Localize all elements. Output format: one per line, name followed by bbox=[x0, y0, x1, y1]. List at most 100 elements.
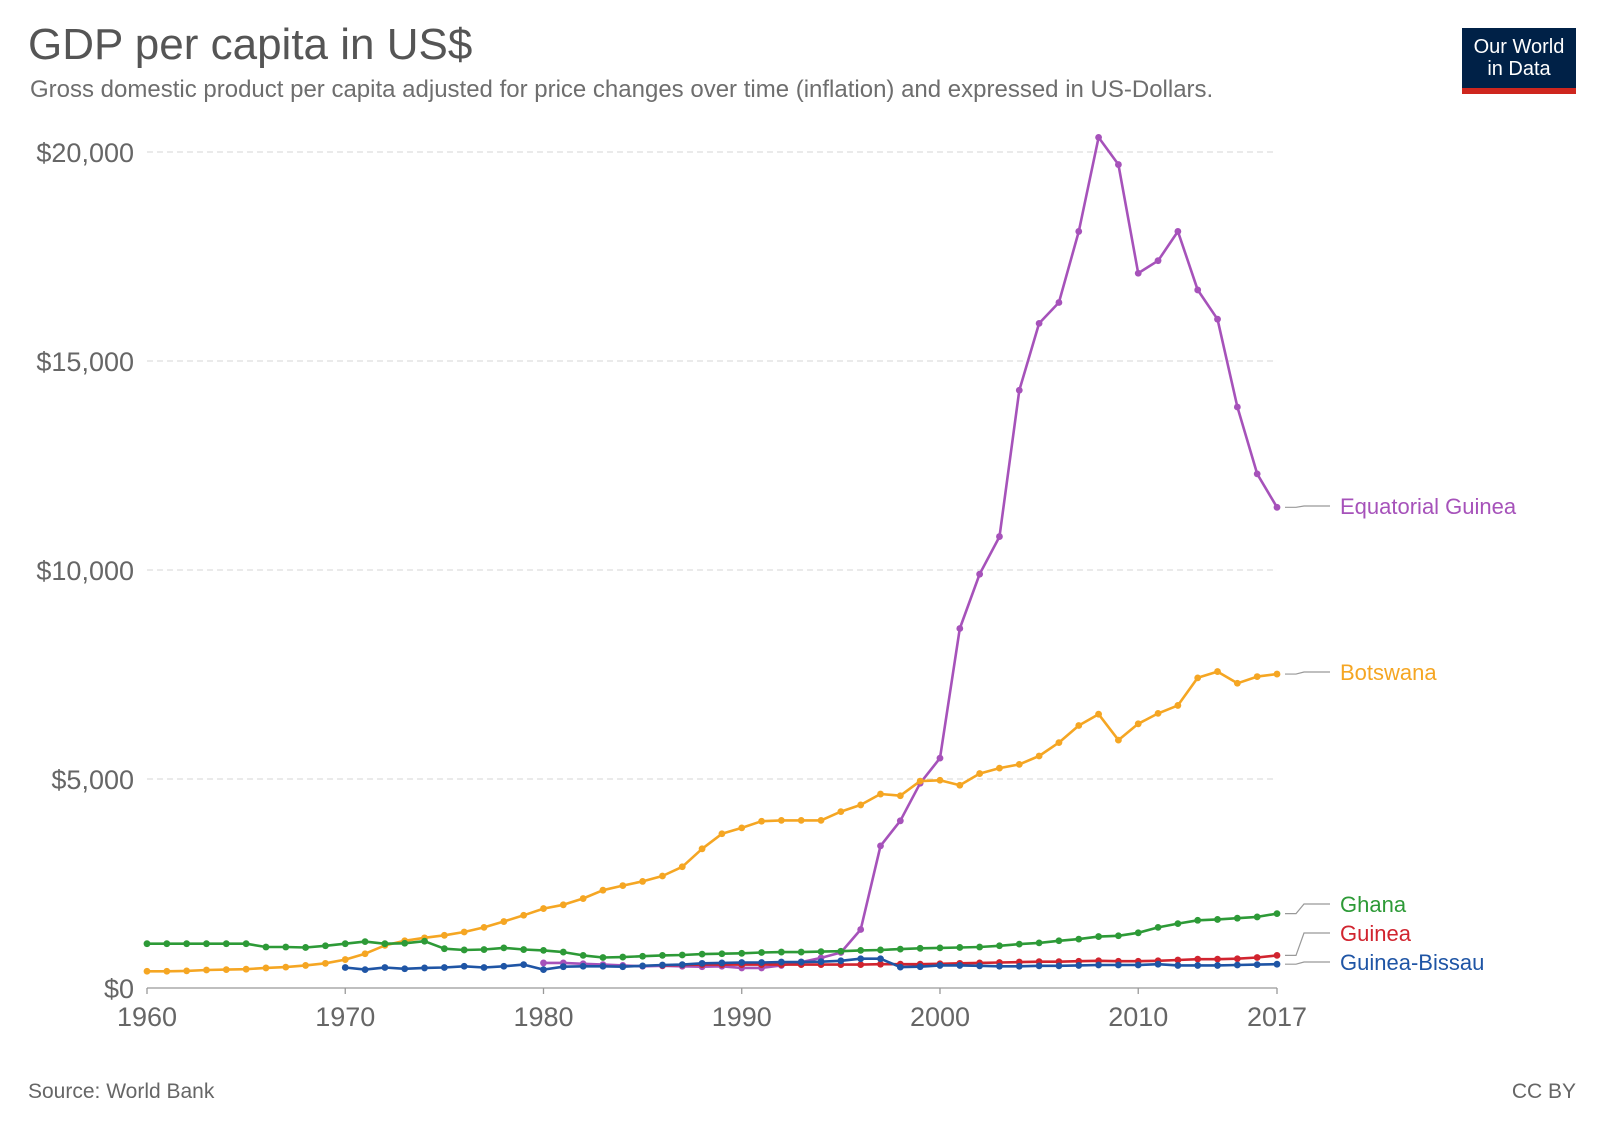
data-point-guinea-bissau bbox=[1075, 962, 1083, 969]
data-point-ghana bbox=[1075, 935, 1083, 943]
data-point-equatorial-guinea bbox=[1154, 257, 1162, 265]
data-point-botswana bbox=[877, 790, 884, 798]
data-point-ghana bbox=[916, 944, 924, 952]
data-point-ghana bbox=[183, 940, 191, 948]
data-point-guinea-bissau bbox=[936, 962, 944, 969]
data-point-guinea-bissau bbox=[361, 966, 369, 974]
label-connector-equatorial-guinea bbox=[1285, 505, 1330, 508]
data-point-equatorial-guinea bbox=[976, 570, 984, 578]
data-point-ghana bbox=[956, 944, 964, 951]
data-point-guinea-bissau bbox=[421, 964, 428, 972]
data-point-ghana bbox=[460, 946, 468, 954]
data-point-ghana bbox=[718, 950, 726, 958]
series-label-guinea-bissau: Guinea-Bissau bbox=[1340, 950, 1484, 975]
data-point-botswana bbox=[777, 816, 785, 824]
data-point-guinea bbox=[1253, 954, 1261, 961]
data-point-botswana bbox=[678, 863, 686, 871]
data-point-guinea-bissau bbox=[1015, 962, 1023, 970]
data-point-botswana bbox=[619, 882, 627, 889]
data-point-ghana bbox=[559, 948, 567, 956]
data-point-equatorial-guinea bbox=[1035, 319, 1043, 327]
data-point-botswana bbox=[1095, 710, 1102, 718]
data-point-botswana bbox=[520, 911, 528, 919]
data-point-botswana bbox=[1253, 673, 1261, 680]
data-point-ghana bbox=[520, 946, 528, 953]
data-point-ghana bbox=[440, 945, 448, 953]
data-point-guinea-bissau bbox=[1214, 962, 1221, 969]
data-point-guinea-bissau bbox=[837, 957, 845, 965]
license-note[interactable]: CC BY bbox=[1511, 1080, 1576, 1103]
data-point-equatorial-guinea bbox=[1194, 286, 1202, 294]
label-connector-botswana bbox=[1285, 671, 1330, 675]
source-note[interactable]: Source: World Bank bbox=[28, 1080, 215, 1103]
data-point-guinea-bissau bbox=[1154, 960, 1162, 968]
data-point-botswana bbox=[718, 830, 726, 838]
data-point-ghana bbox=[1214, 916, 1221, 923]
data-point-guinea bbox=[1194, 955, 1202, 963]
series-line-equatorial-guinea bbox=[543, 136, 1279, 970]
data-point-ghana bbox=[996, 942, 1003, 950]
data-point-botswana bbox=[1134, 720, 1142, 728]
data-point-equatorial-guinea bbox=[877, 842, 884, 850]
data-point-ghana bbox=[1035, 939, 1043, 947]
data-point-ghana bbox=[322, 942, 329, 950]
data-point-ghana bbox=[262, 943, 270, 951]
series-line-ghana bbox=[147, 912, 1278, 959]
data-point-botswana bbox=[322, 959, 329, 967]
data-point-equatorial-guinea bbox=[1115, 161, 1122, 168]
data-point-ghana bbox=[401, 939, 409, 947]
data-point-ghana bbox=[1134, 929, 1142, 937]
data-point-ghana bbox=[361, 938, 369, 946]
data-point-botswana bbox=[222, 966, 230, 974]
data-point-ghana bbox=[817, 948, 825, 956]
our-world-in-data-logo[interactable]: Our World in Data bbox=[1462, 28, 1576, 94]
data-point-ghana bbox=[163, 940, 171, 948]
data-point-botswana bbox=[440, 931, 448, 939]
data-point-guinea-bissau bbox=[758, 959, 765, 966]
series-label-botswana: Botswana bbox=[1340, 660, 1437, 685]
data-point-guinea-bissau bbox=[1174, 962, 1182, 969]
data-point-botswana bbox=[143, 967, 151, 975]
data-point-ghana bbox=[302, 944, 309, 951]
x-tick-label: 1980 bbox=[513, 1002, 573, 1032]
data-point-botswana bbox=[916, 777, 924, 785]
data-point-ghana bbox=[421, 937, 428, 945]
data-point-guinea-bissau bbox=[500, 962, 508, 970]
data-point-botswana bbox=[163, 967, 171, 975]
data-point-botswana bbox=[857, 801, 865, 809]
data-point-guinea-bissau bbox=[1035, 962, 1043, 970]
data-point-guinea bbox=[1233, 955, 1241, 963]
data-point-equatorial-guinea bbox=[956, 625, 964, 632]
data-point-botswana bbox=[1075, 722, 1083, 729]
data-point-botswana bbox=[1115, 736, 1122, 744]
data-point-botswana bbox=[1174, 702, 1182, 709]
series-label-equatorial-guinea: Equatorial Guinea bbox=[1340, 494, 1517, 519]
data-point-botswana bbox=[262, 964, 270, 972]
data-point-botswana bbox=[698, 845, 706, 853]
data-point-botswana bbox=[579, 895, 587, 902]
chart-subtitle: Gross domestic product per capita adjust… bbox=[30, 76, 1214, 103]
data-point-equatorial-guinea bbox=[1095, 133, 1102, 141]
data-point-botswana bbox=[936, 776, 944, 784]
data-point-ghana bbox=[1174, 920, 1182, 928]
data-point-ghana bbox=[1115, 932, 1122, 940]
x-tick-label: 1990 bbox=[712, 1002, 772, 1032]
data-point-ghana bbox=[540, 946, 547, 954]
data-point-ghana bbox=[1154, 923, 1162, 931]
data-point-guinea-bissau bbox=[738, 959, 746, 966]
data-point-guinea-bissau bbox=[1233, 961, 1241, 969]
data-point-botswana bbox=[1055, 739, 1063, 747]
data-point-ghana bbox=[203, 940, 210, 948]
data-point-guinea-bissau bbox=[1273, 960, 1281, 968]
data-point-botswana bbox=[837, 808, 845, 816]
data-point-botswana bbox=[500, 918, 508, 925]
x-tick-label: 2000 bbox=[910, 1002, 970, 1032]
data-point-botswana bbox=[1154, 709, 1162, 717]
data-point-botswana bbox=[956, 781, 964, 789]
data-point-ghana bbox=[480, 946, 488, 953]
data-point-equatorial-guinea bbox=[1214, 315, 1221, 323]
data-point-equatorial-guinea bbox=[1134, 269, 1142, 277]
data-point-guinea-bissau bbox=[896, 963, 904, 971]
data-point-guinea-bissau bbox=[659, 961, 666, 969]
